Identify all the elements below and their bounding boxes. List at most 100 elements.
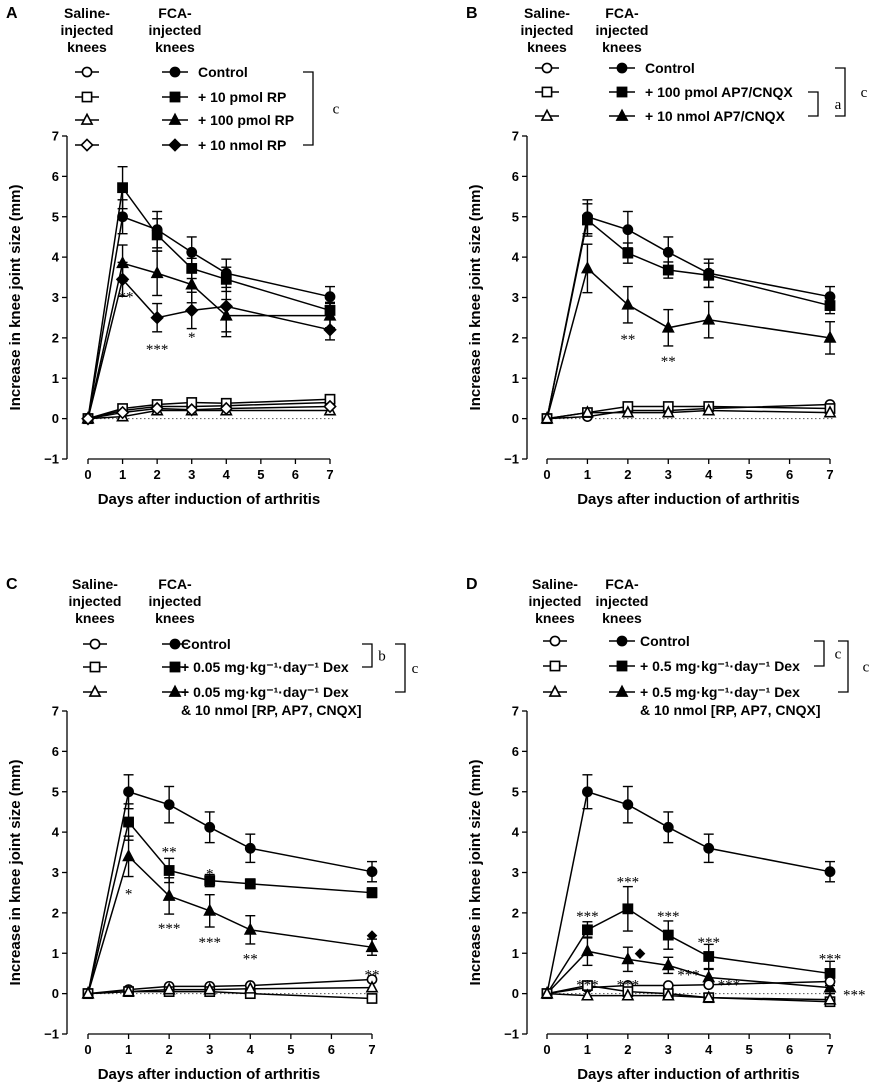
y-tick-label: 1 bbox=[512, 371, 519, 386]
x-tick-label: 7 bbox=[826, 1042, 833, 1057]
x-tick-label: 0 bbox=[84, 467, 91, 482]
significance-mark: *** bbox=[617, 875, 640, 891]
legend-marker-fca bbox=[616, 62, 628, 74]
legend-marker-saline bbox=[549, 635, 561, 647]
x-tick-label: 0 bbox=[543, 467, 550, 482]
series-line bbox=[87, 215, 331, 419]
data-point bbox=[540, 986, 554, 999]
x-axis-title: Days after induction of arthritis bbox=[98, 491, 321, 508]
x-tick-label: 3 bbox=[665, 1042, 672, 1057]
data-point bbox=[581, 261, 594, 274]
significance-mark: * bbox=[188, 330, 196, 346]
legend-marker-saline bbox=[81, 66, 93, 78]
bracket-label: c bbox=[861, 85, 868, 101]
y-tick-label: 0 bbox=[512, 411, 519, 426]
legend-label: Control bbox=[198, 64, 248, 80]
legend-marker-saline bbox=[81, 91, 93, 103]
significance-mark: ◆ bbox=[634, 945, 646, 960]
legend-marker-fca bbox=[168, 112, 182, 125]
fca-header: injected bbox=[596, 22, 649, 38]
legend-label: Control bbox=[640, 633, 690, 649]
bracket bbox=[395, 643, 406, 693]
y-axis-title: Increase in knee joint size (mm) bbox=[467, 760, 484, 986]
bracket-label: b bbox=[378, 649, 386, 665]
fca-header: FCA- bbox=[605, 5, 639, 21]
data-point bbox=[823, 992, 837, 1005]
data-point bbox=[204, 875, 216, 886]
y-tick-label: 5 bbox=[512, 784, 519, 799]
y-tick-label: 5 bbox=[512, 209, 519, 224]
axes: −1 0 1 2 3 4 5 6 7 0 1 2 3 4 5 6 7 Days after induction o… bbox=[467, 129, 834, 509]
y-tick-label: 0 bbox=[52, 986, 59, 1001]
y-tick-label: 0 bbox=[512, 986, 519, 1001]
data-point bbox=[186, 246, 198, 258]
legend-label: + 10 nmol AP7/CNQX bbox=[645, 108, 786, 124]
series-group bbox=[81, 774, 379, 1004]
series-group bbox=[540, 199, 837, 425]
data-point bbox=[162, 888, 176, 901]
legend-marker-fca bbox=[169, 661, 181, 673]
data-point bbox=[122, 984, 135, 997]
data-point bbox=[244, 842, 256, 854]
x-tick-label: 5 bbox=[287, 1042, 294, 1057]
data-point bbox=[81, 986, 95, 999]
data-point bbox=[123, 816, 134, 828]
x-tick-label: 6 bbox=[786, 467, 793, 482]
x-tick-label: 7 bbox=[826, 467, 833, 482]
legend-marker-fca bbox=[168, 684, 182, 697]
legend-label: + 0.5 mg·kg⁻¹·day⁻¹ Dex bbox=[640, 658, 800, 674]
data-point bbox=[662, 246, 674, 258]
axes: −1 0 1 2 3 4 5 6 7 0 1 2 3 4 5 6 7 Days after induction o… bbox=[7, 129, 334, 509]
significance-mark: *** bbox=[146, 342, 169, 358]
x-tick-label: 2 bbox=[624, 467, 631, 482]
data-point bbox=[582, 786, 593, 798]
significance-mark: ** bbox=[162, 844, 177, 860]
x-tick-label: 1 bbox=[584, 467, 591, 482]
series-fca bbox=[541, 203, 836, 425]
data-point bbox=[824, 866, 836, 878]
data-point bbox=[622, 224, 634, 236]
data-point bbox=[184, 303, 199, 318]
saline-header: knees bbox=[527, 39, 567, 55]
series-fca bbox=[81, 244, 337, 424]
x-tick-label: 2 bbox=[624, 1042, 631, 1057]
annotations: ** ** bbox=[620, 332, 675, 370]
panel-letter: A bbox=[6, 5, 18, 22]
significance-mark: *** bbox=[657, 909, 680, 925]
series-saline bbox=[540, 986, 837, 1005]
y-tick-label: 3 bbox=[52, 290, 59, 305]
data-point bbox=[204, 821, 216, 833]
x-tick-label: 4 bbox=[223, 467, 231, 482]
data-point bbox=[150, 310, 164, 325]
x-axis-title: Days after induction of arthritis bbox=[577, 1066, 800, 1083]
series-line bbox=[87, 185, 331, 419]
fca-header: FCA- bbox=[158, 576, 192, 592]
significance-mark: * bbox=[125, 887, 133, 903]
data-point bbox=[702, 990, 716, 1003]
significance-mark: *** bbox=[198, 935, 221, 951]
fca-header: injected bbox=[149, 593, 202, 609]
data-point bbox=[702, 403, 716, 416]
x-tick-label: 4 bbox=[705, 1042, 713, 1057]
y-axis-title: Increase in knee joint size (mm) bbox=[467, 185, 484, 411]
data-point bbox=[621, 297, 635, 310]
series-fca bbox=[82, 199, 336, 425]
data-point bbox=[243, 922, 257, 935]
legend-marker-fca bbox=[615, 684, 629, 697]
y-tick-label: 7 bbox=[52, 129, 59, 144]
data-point bbox=[365, 980, 379, 993]
legend-marker-fca bbox=[616, 635, 628, 647]
fca-header: FCA- bbox=[605, 576, 639, 592]
legend-marker-saline bbox=[80, 112, 94, 125]
y-tick-label: 1 bbox=[52, 371, 59, 386]
y-tick-label: 7 bbox=[52, 704, 59, 719]
data-point bbox=[150, 265, 164, 279]
series-line bbox=[546, 403, 831, 420]
bracket bbox=[838, 640, 849, 693]
legend-label: + 0.05 mg·kg⁻¹·day⁻¹ Dex bbox=[181, 684, 349, 700]
y-tick-label: 1 bbox=[512, 946, 519, 961]
legend-marker-fca bbox=[169, 638, 181, 650]
series-group bbox=[540, 774, 837, 1008]
legend-marker-fca bbox=[615, 108, 629, 121]
